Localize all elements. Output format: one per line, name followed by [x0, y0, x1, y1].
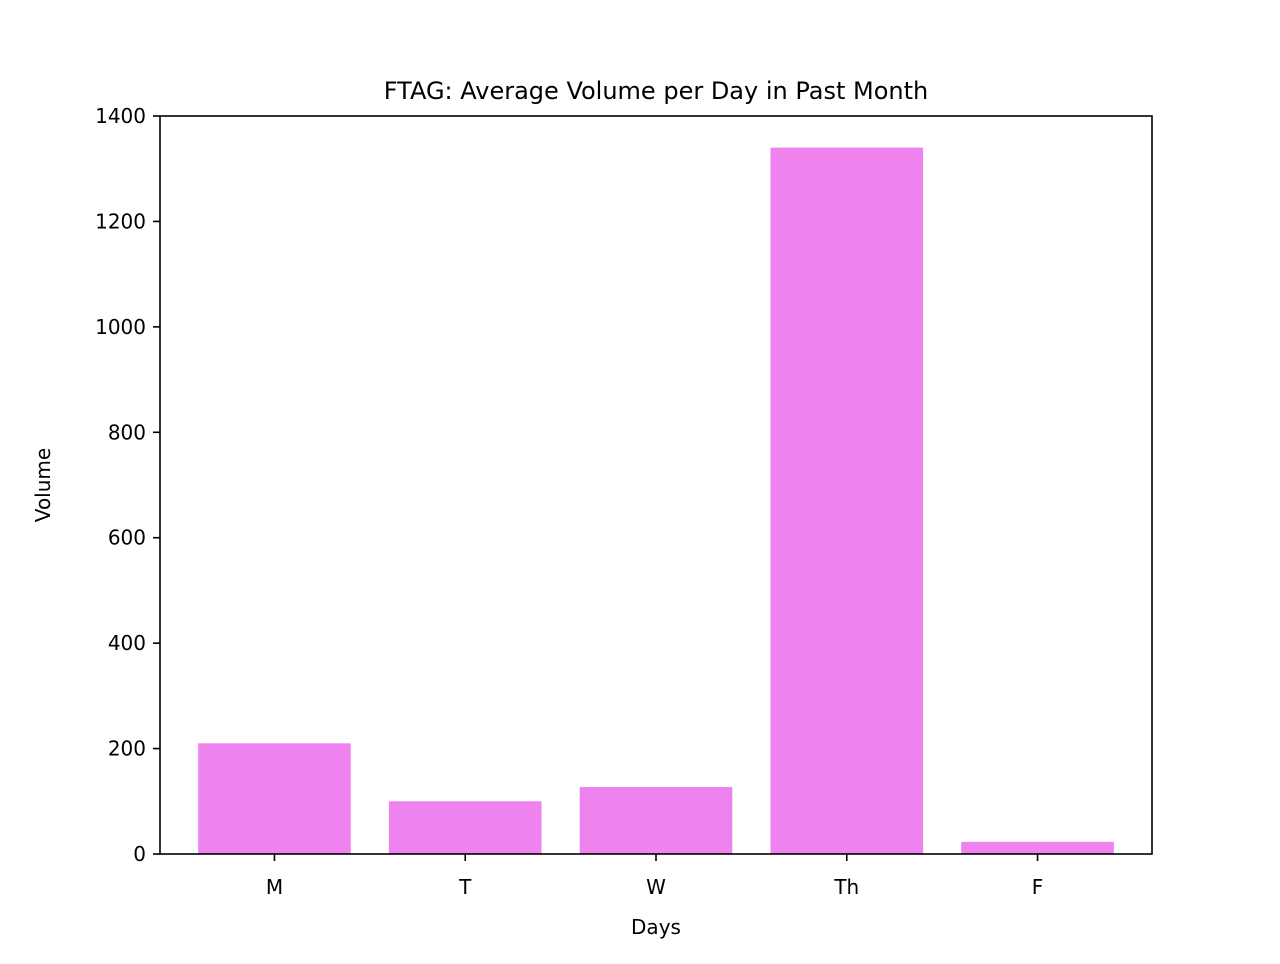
bars-layer: [198, 147, 1114, 855]
y-tick-label: 800: [108, 420, 146, 444]
chart-title: FTAG: Average Volume per Day in Past Mon…: [384, 77, 928, 105]
bar-t: [388, 801, 542, 854]
y-tick-label: 1400: [95, 104, 146, 128]
y-tick-label: 1000: [95, 315, 146, 339]
y-tick-label: 600: [108, 526, 146, 550]
bar-f: [961, 841, 1114, 854]
x-tick-label: M: [266, 875, 283, 899]
y-tick-label: 0: [133, 842, 146, 866]
x-axis-ticks: M T W Th F: [266, 854, 1043, 899]
bar-th: [770, 147, 924, 855]
x-tick-label: T: [458, 875, 472, 899]
y-tick-label: 200: [108, 737, 146, 761]
y-axis-label: Volume: [31, 448, 55, 522]
y-tick-label: 400: [108, 631, 146, 655]
x-axis-label: Days: [631, 915, 681, 939]
plot-frame: [159, 115, 1153, 855]
y-tick-label: 1200: [95, 209, 146, 233]
x-tick-label: F: [1032, 875, 1044, 899]
y-axis-ticks: 0 200 400 600 800 1000 1200 1400: [95, 104, 160, 866]
x-tick-label: Th: [833, 875, 859, 899]
bar-w: [579, 787, 733, 854]
bar-m: [198, 743, 351, 854]
x-tick-label: W: [646, 875, 666, 899]
